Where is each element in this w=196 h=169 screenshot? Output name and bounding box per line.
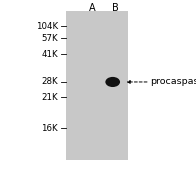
Text: 57K: 57K	[41, 33, 58, 43]
Text: 21K: 21K	[41, 93, 58, 102]
Text: A: A	[89, 3, 95, 13]
Text: 41K: 41K	[41, 50, 58, 59]
Text: 104K: 104K	[36, 22, 58, 31]
Text: 28K: 28K	[41, 77, 58, 87]
Text: procaspase-3: procaspase-3	[150, 77, 196, 87]
FancyBboxPatch shape	[66, 11, 128, 160]
Ellipse shape	[105, 77, 120, 87]
Text: B: B	[112, 3, 119, 13]
Text: 16K: 16K	[41, 124, 58, 133]
